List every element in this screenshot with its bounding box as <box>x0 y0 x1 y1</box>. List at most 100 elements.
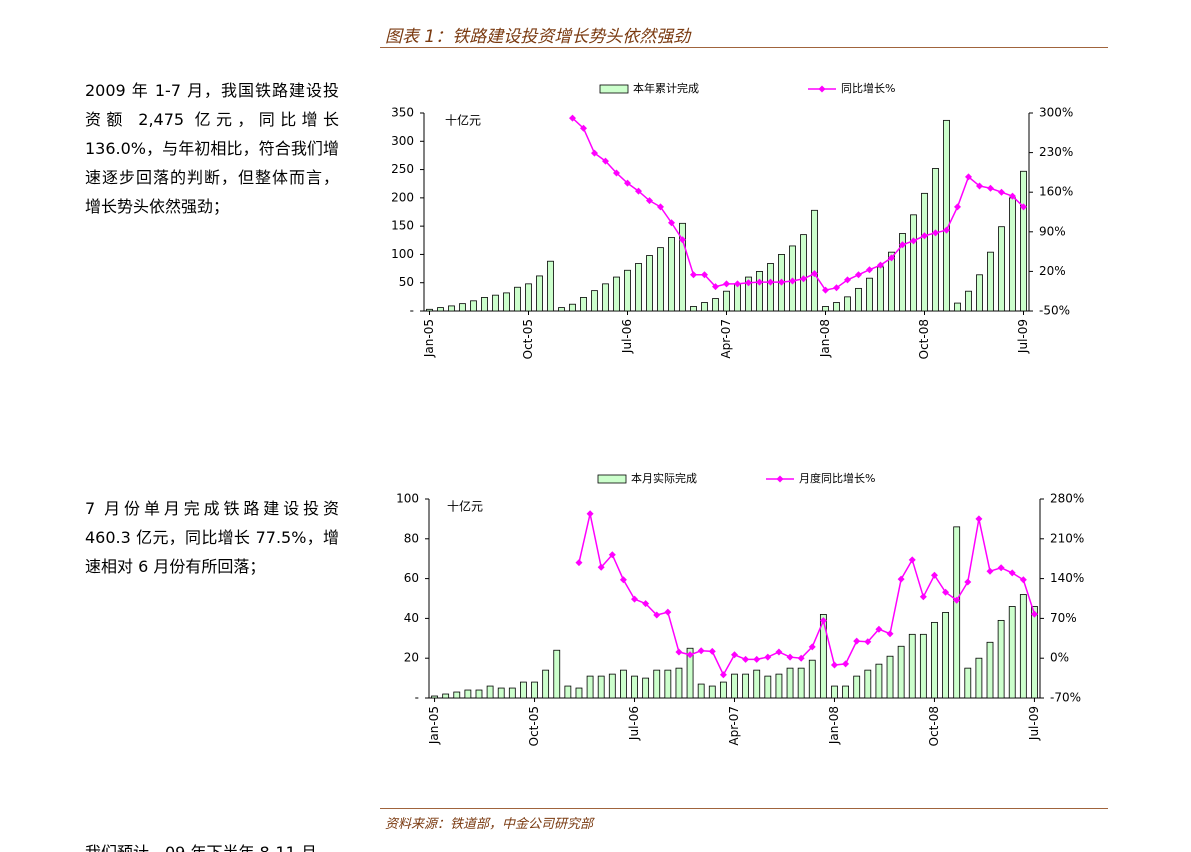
point-marker <box>631 595 639 603</box>
bar <box>864 669 872 699</box>
point-marker <box>586 510 594 518</box>
bar <box>899 233 906 312</box>
bar <box>442 693 450 699</box>
bar <box>953 526 961 699</box>
y2-tick-label: -70% <box>1050 691 1081 705</box>
legend-label: 月度同比增长% <box>799 471 875 485</box>
bar <box>470 300 477 312</box>
point-marker <box>919 593 927 601</box>
bar <box>976 274 983 312</box>
bar <box>831 685 838 699</box>
bar <box>620 669 627 699</box>
bar <box>653 669 661 699</box>
point-marker <box>1009 192 1016 200</box>
bar <box>646 255 653 312</box>
y-tick-label: 300 <box>391 134 414 148</box>
point-marker <box>597 563 605 571</box>
point-marker <box>811 270 818 278</box>
y2-tick-label: 280% <box>1050 492 1084 506</box>
point-marker <box>613 169 620 177</box>
point-marker <box>998 188 1005 196</box>
point-marker <box>675 648 683 656</box>
bar <box>1009 197 1016 312</box>
point-marker <box>819 617 827 625</box>
point-marker <box>910 237 917 245</box>
point-marker <box>942 588 950 596</box>
bar <box>844 296 851 312</box>
point-marker <box>786 653 794 661</box>
point-marker <box>690 271 697 279</box>
bar <box>712 298 719 312</box>
bar <box>908 633 916 699</box>
y2-tick-label: 90% <box>1039 224 1066 238</box>
point-marker <box>708 647 716 655</box>
legend-label: 本月实际完成 <box>631 471 697 485</box>
bar <box>931 621 938 699</box>
x-tick-label: Oct-05 <box>521 319 535 359</box>
x-tick-label: Apr-07 <box>719 319 733 359</box>
bar <box>723 290 730 312</box>
point-marker <box>602 157 609 165</box>
bar <box>921 192 928 312</box>
point-marker <box>976 182 983 190</box>
point-marker <box>930 571 938 579</box>
point-marker <box>830 661 838 669</box>
bar <box>580 297 587 312</box>
point-marker <box>642 600 650 608</box>
point-marker <box>608 551 616 559</box>
point-marker <box>864 638 872 646</box>
bar <box>842 685 849 699</box>
point-marker <box>734 280 741 288</box>
y-tick-label: 150 <box>391 219 414 233</box>
y-tick-label: 40 <box>404 611 419 625</box>
bar <box>756 270 763 312</box>
y2-tick-label: 0% <box>1050 651 1069 665</box>
x-tick-label: Oct-08 <box>917 319 931 359</box>
point-marker <box>808 643 816 651</box>
bar <box>686 647 694 699</box>
point-marker <box>635 187 642 195</box>
y-tick-label: - <box>415 691 419 705</box>
x-tick-label: Jan-08 <box>827 706 841 745</box>
bar <box>597 675 605 699</box>
bar <box>668 237 675 312</box>
bar <box>753 669 761 699</box>
bar <box>745 276 752 312</box>
bar <box>642 677 650 699</box>
point-marker <box>653 611 661 619</box>
point-marker <box>844 276 851 284</box>
bar <box>855 287 862 312</box>
bar <box>919 633 927 699</box>
point-marker <box>797 654 805 662</box>
point-marker <box>877 261 884 269</box>
x-tick-label: Jan-05 <box>427 706 441 745</box>
point-marker <box>897 575 905 583</box>
y-tick-label: 200 <box>391 190 414 204</box>
bar <box>866 277 873 312</box>
bar <box>486 685 494 699</box>
bar <box>564 685 572 699</box>
point-marker <box>888 254 895 262</box>
x-tick-label: Oct-05 <box>527 706 541 746</box>
bar <box>1008 606 1016 699</box>
bar <box>965 290 972 312</box>
point-marker <box>767 278 774 286</box>
bar <box>742 673 750 699</box>
bar <box>503 292 510 312</box>
point-marker <box>569 114 576 122</box>
point-marker <box>1008 569 1016 577</box>
point-marker <box>866 266 873 274</box>
bar <box>492 294 499 312</box>
point-marker <box>624 179 631 187</box>
bar <box>608 673 616 699</box>
point-marker <box>833 284 840 292</box>
point-marker <box>932 229 939 237</box>
bar <box>764 675 772 699</box>
point-marker <box>701 271 708 279</box>
bar <box>497 687 505 699</box>
y2-tick-label: 140% <box>1050 571 1084 585</box>
bar <box>464 689 472 699</box>
figure-title: 图表 1：铁路建设投资增长势头依然强劲 <box>385 27 691 47</box>
source-rule <box>380 808 1108 809</box>
bar <box>775 673 783 699</box>
